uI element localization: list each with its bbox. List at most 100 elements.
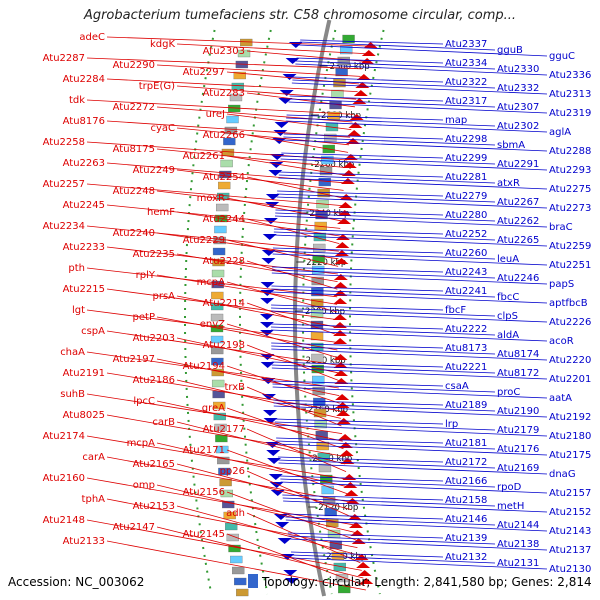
gene-label-left[interactable]: Atu8176 (63, 116, 105, 127)
gene-label-left[interactable]: Atu2165 (133, 459, 175, 470)
gene-label-left[interactable]: prsA (152, 291, 175, 302)
reverse-strand-gene-arrow[interactable] (334, 250, 349, 256)
gene-label-left[interactable]: Atu2160 (43, 473, 85, 484)
reverse-strand-gene-arrow[interactable] (333, 274, 348, 280)
feature-block[interactable] (224, 126, 238, 135)
gene-label-right[interactable]: Atu2139 (445, 533, 487, 544)
gene-label-right[interactable]: gguC (549, 51, 575, 62)
gene-label-left[interactable]: Atu2257 (43, 179, 85, 190)
gene-label-left[interactable]: Atu2133 (63, 536, 105, 547)
reverse-strand-gene-arrow[interactable] (359, 578, 374, 584)
reverse-strand-gene-arrow[interactable] (334, 378, 349, 384)
feature-block[interactable] (220, 159, 233, 168)
gene-label-right[interactable]: map (445, 115, 467, 126)
gene-label-right[interactable]: Atu2190 (497, 406, 539, 417)
gene-label-left[interactable]: Atu8175 (113, 144, 155, 155)
gene-label-left[interactable]: mcpA (197, 277, 226, 288)
feature-block[interactable] (333, 562, 347, 572)
feature-block[interactable] (215, 203, 229, 212)
reverse-strand-gene-arrow[interactable] (356, 562, 371, 568)
gene-label-right[interactable]: Atu2192 (549, 412, 591, 423)
gene-label-left[interactable]: Atu2174 (43, 431, 85, 442)
gene-label-left[interactable]: tphA (82, 494, 106, 505)
feature-block[interactable] (338, 584, 351, 594)
gene-label-left[interactable]: Atu2284 (63, 74, 105, 85)
gene-label-left[interactable]: Atu2303 (203, 46, 245, 57)
reverse-strand-gene-arrow[interactable] (335, 394, 350, 400)
gene-label-right[interactable]: braC (549, 222, 573, 233)
forward-strand-gene-arrow[interactable] (263, 418, 278, 424)
reverse-strand-gene-arrow[interactable] (350, 530, 365, 536)
gene-label-left[interactable]: Atu2249 (133, 165, 175, 176)
gene-label-right[interactable]: Atu2246 (497, 273, 539, 284)
gene-label-right[interactable]: Atu2279 (445, 191, 487, 202)
gene-label-right[interactable]: clpS (497, 311, 518, 322)
reverse-strand-gene-arrow[interactable] (354, 554, 369, 560)
gene-label-left[interactable]: carA (82, 452, 105, 463)
gene-label-right[interactable]: fbcF (445, 305, 466, 316)
gene-label-left[interactable]: Atu2290 (113, 60, 155, 71)
feature-block[interactable] (211, 291, 224, 300)
gene-label-right[interactable]: Atu2281 (445, 172, 487, 183)
forward-strand-gene-arrow[interactable] (267, 458, 282, 464)
gene-label-right[interactable]: aptfbcB (549, 298, 588, 309)
feature-block[interactable] (339, 45, 353, 55)
gene-label-right[interactable]: proC (497, 387, 520, 398)
feature-block[interactable] (342, 34, 355, 44)
feature-block[interactable] (311, 287, 324, 297)
gene-label-left[interactable]: Atu2297 (183, 67, 225, 78)
reverse-strand-gene-arrow[interactable] (348, 122, 363, 128)
forward-strand-gene-arrow[interactable] (260, 322, 275, 328)
gene-label-left[interactable]: pp26 (220, 466, 245, 477)
feature-block[interactable] (233, 71, 246, 80)
reverse-strand-gene-arrow[interactable] (347, 130, 362, 136)
gene-label-left[interactable]: Atu2263 (63, 158, 105, 169)
feature-block[interactable] (312, 375, 325, 385)
feature-block[interactable] (311, 353, 324, 363)
reverse-strand-gene-arrow[interactable] (336, 410, 351, 416)
feature-block[interactable] (337, 56, 350, 66)
feature-block[interactable] (236, 588, 249, 597)
gene-label-left[interactable]: Atu2266 (203, 130, 245, 141)
gene-label-right[interactable]: Atu2180 (549, 431, 591, 442)
gene-label-left[interactable]: Atu2248 (113, 186, 155, 197)
gene-label-left[interactable]: Atu2147 (113, 522, 155, 533)
gene-label-right[interactable]: lrp (445, 419, 458, 430)
forward-strand-gene-arrow[interactable] (263, 218, 278, 224)
gene-label-left[interactable]: Atu2148 (43, 515, 85, 526)
feature-block[interactable] (234, 577, 247, 586)
gene-label-left[interactable]: Atu2214 (203, 298, 245, 309)
feature-block[interactable] (312, 386, 325, 396)
gene-label-right[interactable]: Atu2144 (497, 520, 539, 531)
gene-label-left[interactable]: Atu2156 (183, 487, 225, 498)
gene-label-left[interactable]: trxB (224, 382, 245, 393)
gene-label-left[interactable]: Atu2261 (183, 151, 225, 162)
gene-label-left[interactable]: Atu2283 (203, 88, 245, 99)
feature-block[interactable] (318, 463, 332, 473)
feature-block[interactable] (231, 82, 245, 91)
reverse-strand-gene-arrow[interactable] (353, 90, 368, 96)
gene-label-right[interactable]: Atu8174 (497, 349, 539, 360)
reverse-strand-gene-arrow[interactable] (335, 242, 350, 248)
feature-block[interactable] (320, 474, 333, 484)
gene-label-right[interactable]: Atu2251 (549, 260, 591, 271)
reverse-strand-gene-arrow[interactable] (335, 234, 350, 240)
feature-block[interactable] (310, 331, 324, 341)
gene-label-right[interactable]: metH (497, 501, 524, 512)
gene-label-right[interactable]: Atu2130 (549, 564, 591, 575)
feature-block[interactable] (313, 397, 326, 407)
reverse-strand-gene-arrow[interactable] (347, 514, 362, 520)
forward-strand-gene-arrow[interactable] (272, 138, 287, 144)
gene-label-right[interactable]: Atu2152 (549, 507, 591, 518)
gene-label-right[interactable]: rpoD (497, 482, 522, 493)
reverse-strand-gene-arrow[interactable] (337, 210, 352, 216)
reverse-strand-gene-arrow[interactable] (333, 370, 348, 376)
gene-label-right[interactable]: aglA (549, 127, 571, 138)
forward-strand-gene-arrow[interactable] (261, 250, 276, 256)
gene-label-right[interactable]: Atu2175 (549, 450, 591, 461)
reverse-strand-gene-arrow[interactable] (339, 194, 354, 200)
gene-label-right[interactable]: Atu2243 (445, 267, 487, 278)
feature-block[interactable] (313, 243, 326, 253)
gene-label-right[interactable]: Atu2241 (445, 286, 487, 297)
reverse-strand-gene-arrow[interactable] (333, 362, 348, 368)
